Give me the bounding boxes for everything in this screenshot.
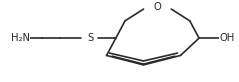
Text: OH: OH [220,33,235,43]
Text: H₂N: H₂N [11,33,30,43]
Text: O: O [153,2,161,12]
Text: S: S [87,33,93,43]
